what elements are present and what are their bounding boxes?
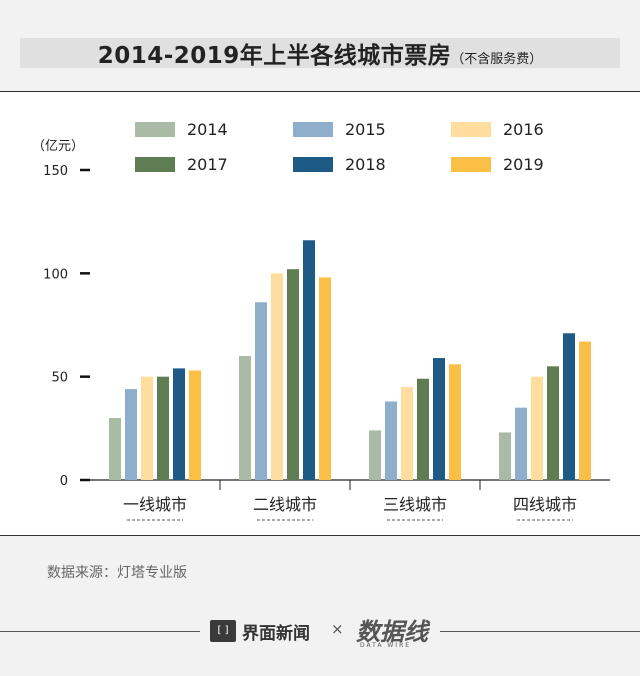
bar-2017-0 — [157, 376, 169, 480]
legend-swatch-2018 — [293, 157, 333, 172]
bar-2019-0 — [189, 370, 201, 480]
legend-swatch-2016 — [451, 122, 491, 137]
y-tick-label: 0 — [60, 474, 68, 489]
bar-2018-3 — [563, 333, 575, 480]
jiemian-logo-icon: [ ] — [210, 620, 236, 642]
datawire-logo-sub: DATA WIRE — [360, 642, 412, 649]
brand-name: 界面新闻 — [242, 624, 310, 644]
footer-line-right — [440, 631, 640, 632]
legend-label-2018: 2018 — [345, 155, 386, 174]
bar-2019-2 — [449, 364, 461, 480]
bar-2015-1 — [255, 302, 267, 480]
x-tick-label: 四线城市 — [513, 495, 577, 514]
bar-2018-0 — [173, 368, 185, 480]
brand-separator: × — [331, 620, 344, 638]
bar-2015-2 — [385, 401, 397, 480]
footer-line-left — [0, 631, 200, 632]
legend-swatch-2017 — [135, 157, 175, 172]
bar-2018-1 — [303, 240, 315, 480]
data-source: 数据来源：灯塔专业版 — [47, 565, 187, 581]
chart-subtitle: （不含服务费） — [451, 52, 543, 67]
x-tick-label: 三线城市 — [383, 495, 447, 514]
legend-swatch-2019 — [451, 157, 491, 172]
legend-label-2015: 2015 — [345, 120, 386, 139]
bar-2019-3 — [579, 341, 591, 480]
bar-2016-0 — [141, 376, 153, 480]
bar-2014-1 — [239, 356, 251, 480]
bar-2017-1 — [287, 269, 299, 480]
datawire-logo: 数据线 — [356, 618, 428, 646]
chart-panel: （亿元） 0 50 100 150 一线城市 二线城市 三线城市 四线城市 2014 2015 201… — [0, 91, 640, 536]
title-block: 2014-2019年上半各线城市票房（不含服务费） — [0, 36, 640, 70]
legend-label-2016: 2016 — [503, 120, 544, 139]
bar-chart: （亿元） 0 50 100 150 一线城市 二线城市 三线城市 四线城市 2014 2015 201… — [32, 120, 610, 521]
title-bar — [20, 38, 620, 68]
bar-2014-3 — [499, 432, 511, 480]
y-tick-label: 100 — [43, 267, 68, 282]
bar-2015-3 — [515, 407, 527, 480]
bar-2016-2 — [401, 387, 413, 480]
x-tick-label: 一线城市 — [123, 495, 187, 514]
legend-swatch-2014 — [135, 122, 175, 137]
y-tick-label: 150 — [43, 164, 68, 179]
chart-title: 2014-2019年上半各线城市票房 — [97, 43, 452, 69]
legend-label-2019: 2019 — [503, 155, 544, 174]
x-tick-label: 二线城市 — [253, 495, 317, 514]
bar-2016-1 — [271, 273, 283, 480]
bar-2016-3 — [531, 376, 543, 480]
bar-2017-3 — [547, 366, 559, 480]
legend-swatch-2015 — [293, 122, 333, 137]
legend-label-2017: 2017 — [187, 155, 228, 174]
bar-2014-2 — [369, 430, 381, 480]
bar-2018-2 — [433, 358, 445, 480]
bar-2015-0 — [125, 389, 137, 480]
bar-2017-2 — [417, 378, 429, 480]
legend-label-2014: 2014 — [187, 120, 228, 139]
y-axis-unit: （亿元） — [32, 139, 84, 154]
bar-2014-0 — [109, 418, 121, 480]
bar-2019-1 — [319, 277, 331, 480]
y-tick-label: 50 — [51, 371, 68, 386]
footer: [ ] 界面新闻 × 数据线 DATA WIRE — [0, 614, 640, 650]
